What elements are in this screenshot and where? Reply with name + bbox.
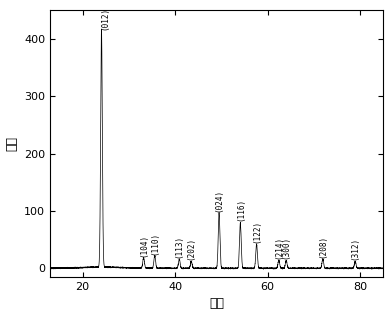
Text: (012): (012) — [100, 7, 109, 30]
Text: (104): (104) — [139, 234, 148, 257]
Text: (110): (110) — [150, 232, 159, 255]
Text: (214): (214) — [274, 236, 283, 259]
Y-axis label: 强度: 强度 — [5, 136, 19, 151]
Text: (122): (122) — [252, 220, 261, 243]
Text: (300): (300) — [282, 236, 291, 259]
Text: (024): (024) — [215, 189, 224, 212]
Text: (312): (312) — [351, 237, 360, 260]
Text: (208): (208) — [318, 235, 327, 258]
X-axis label: 角度: 角度 — [209, 297, 224, 310]
Text: (202): (202) — [187, 237, 196, 260]
Text: (116): (116) — [236, 198, 245, 222]
Text: (113): (113) — [175, 235, 184, 258]
